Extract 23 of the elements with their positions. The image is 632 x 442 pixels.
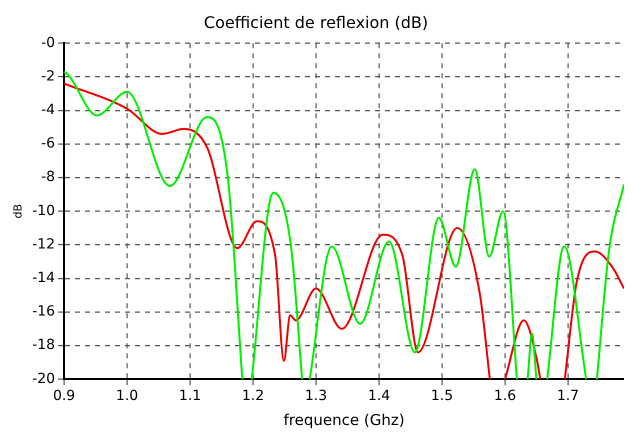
y-axis-title: dB: [11, 204, 24, 218]
y-tick-label: -14: [32, 270, 56, 286]
chart-title: Coefficient de reflexion (dB): [204, 12, 428, 32]
x-tick-label: 1.7: [556, 388, 580, 404]
y-tick-label: -2: [41, 68, 56, 84]
y-tick-label: -10: [32, 202, 56, 219]
x-axis-title: frequence (Ghz): [284, 410, 405, 429]
x-tick-label: 1.3: [304, 388, 328, 404]
x-tick-label: 1.6: [494, 388, 516, 404]
y-tick-label: -6: [41, 136, 56, 152]
x-tick-label: 1.0: [116, 388, 138, 404]
y-tick-label: -20: [32, 370, 56, 387]
x-tick-label: 1.4: [368, 388, 390, 404]
x-tick-label: 0.9: [52, 388, 76, 404]
y-tick-label: -4: [41, 102, 56, 118]
y-tick-label: -16: [32, 304, 56, 320]
y-tick-label: -8: [41, 169, 56, 186]
y-tick-label: -12: [32, 236, 56, 252]
y-tick-label: -0: [41, 34, 56, 51]
x-tick-label: 1.5: [430, 388, 454, 404]
y-tick-label: -18: [32, 337, 56, 354]
x-tick-label: 1.2: [242, 388, 264, 404]
x-tick-label: 1.1: [178, 388, 202, 404]
